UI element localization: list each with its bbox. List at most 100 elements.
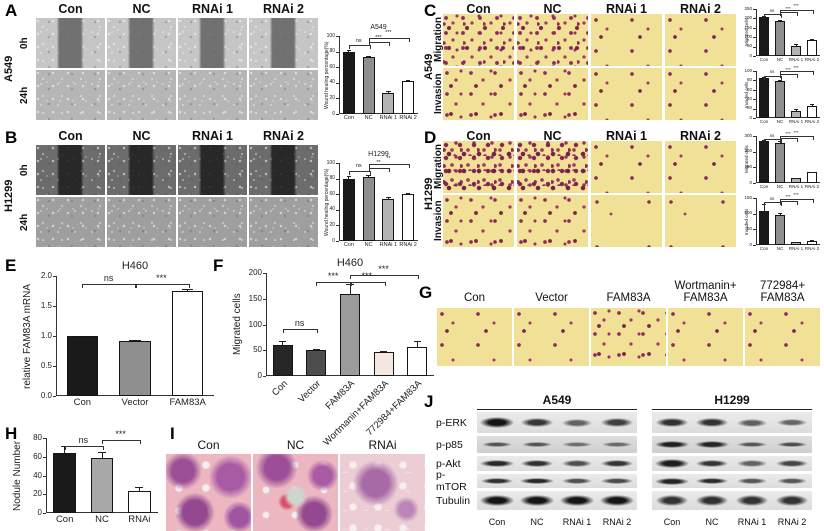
cell-line-label: H1299: [3, 179, 15, 213]
bar: [759, 141, 769, 183]
error-bar-cap: [762, 139, 766, 141]
y-tick-mark: [336, 98, 339, 100]
significance-label: ***: [361, 270, 373, 281]
y-tick-mark: [53, 336, 56, 337]
y-tick-mark: [43, 475, 46, 477]
error-bar-cap: [386, 91, 391, 93]
y-tick-mark: [43, 513, 46, 514]
significance-label: ***: [115, 428, 126, 439]
panel-letter-d: D: [424, 128, 437, 147]
significance-line: [368, 167, 391, 172]
y-tick-label: 50: [746, 226, 752, 232]
error-bar-cap: [405, 79, 411, 81]
transwell-h460-wortmanin: [668, 308, 743, 366]
y-tick-label: 150: [248, 293, 262, 303]
x-axis-label: Con: [759, 57, 769, 62]
significance-label: ***: [785, 5, 791, 11]
error-bar-cap: [312, 348, 321, 350]
error-bar-cap: [346, 176, 351, 178]
chart-h460-migrated-cells: H460 Migrated cells 0 50 100 150 200 ns *** *** **…: [232, 257, 438, 448]
y-tick-mark: [753, 167, 756, 169]
histology-rnai: [340, 454, 425, 531]
blot-band: [480, 417, 514, 428]
chart-nodule-number: Nodule Number 0 20 40 60 80 ns *** Con NC RNAi: [12, 429, 162, 529]
cell-line-label: A549: [3, 55, 15, 83]
y-tick-label: 40: [329, 206, 335, 213]
column-label: NC: [705, 516, 719, 527]
significance-line: [780, 198, 814, 203]
chart-title: H460: [336, 257, 364, 269]
blot-strip-h1299: [652, 412, 812, 433]
column-label: NC: [132, 128, 151, 143]
x-axis-label: RNAi 1: [379, 115, 398, 121]
transwell-a549-migration-nc: [517, 14, 588, 66]
y-tick-label: 100: [744, 210, 752, 216]
transwell-h1299-migration-con: [443, 141, 514, 193]
blot-band: [736, 441, 768, 448]
y-tick-label: 100: [326, 32, 335, 39]
error-bar-cap: [135, 486, 144, 488]
y-tick-mark: [753, 46, 756, 48]
column-label: RNAi 2: [263, 1, 304, 16]
wound-image-h1299-0h-rnai1: [178, 145, 247, 195]
chart-title: H1299: [368, 151, 389, 158]
blot-band: [736, 478, 768, 484]
bar: [128, 490, 151, 513]
wound-image-a549-0h-con: [36, 18, 105, 68]
chart-title: H460: [121, 260, 149, 272]
blot-band: [775, 495, 809, 506]
column-label: Con: [197, 438, 220, 453]
y-tick-label: 60: [329, 63, 335, 70]
bar: [759, 210, 769, 245]
y-tick-label: 200: [248, 268, 262, 277]
blot-band: [655, 477, 689, 485]
blot-band: [480, 494, 514, 507]
blot-band: [600, 459, 634, 468]
y-tick-mark: [753, 37, 756, 39]
y-tick-label: 20: [329, 221, 335, 228]
significance-line: [368, 37, 411, 42]
y-tick-label: 100: [744, 67, 752, 73]
y-tick-label: 100: [744, 164, 752, 170]
y-tick-label: 20: [33, 489, 42, 499]
error-bar-line: [795, 109, 797, 112]
error-bar-line: [138, 486, 140, 491]
significance-label: ns: [769, 69, 775, 75]
blot-strip-h1299: [652, 436, 812, 453]
wound-image-h1299-0h-nc: [107, 145, 176, 195]
significance-line: [135, 284, 190, 289]
transwell-h1299-migration-rnai2: [665, 141, 736, 193]
blot-strip-a549: [477, 474, 637, 488]
blot-band: [481, 441, 513, 448]
error-bar-cap: [810, 171, 814, 173]
y-tick-label: 60: [746, 86, 752, 92]
y-tick-mark: [753, 99, 756, 101]
blot-band: [562, 418, 592, 427]
column-label: NC: [132, 1, 151, 16]
y-tick-label: 50: [253, 345, 262, 355]
row-label: 0h: [19, 37, 30, 49]
blot-strip-a549: [477, 436, 637, 453]
y-tick-mark: [753, 9, 756, 10]
y-tick-mark: [336, 241, 339, 242]
y-tick-label: 0: [749, 179, 752, 185]
y-tick-mark: [263, 298, 266, 300]
blot-protein-label: p-p85: [436, 438, 463, 451]
blot-group-header-a549: A549: [477, 393, 637, 410]
bar: [407, 346, 428, 376]
transwell-h1299-migration-nc: [517, 141, 588, 193]
error-bar-cap: [794, 241, 798, 243]
bar: [382, 92, 395, 114]
bar: [775, 81, 785, 118]
y-tick-mark: [753, 229, 756, 231]
x-axis-label: RNAi 2: [399, 242, 417, 248]
blot-protein-label: p-ERK: [436, 416, 467, 429]
x-axis-label: Con: [759, 184, 769, 189]
x-axis-label: NC: [776, 184, 784, 189]
y-tick-label: 100: [248, 319, 262, 329]
blot-band: [561, 460, 593, 467]
wound-image-a549-0h-rnai2: [249, 18, 318, 68]
error-bar-line: [348, 176, 350, 179]
wound-image-h1299-24h-rnai1: [178, 197, 247, 247]
